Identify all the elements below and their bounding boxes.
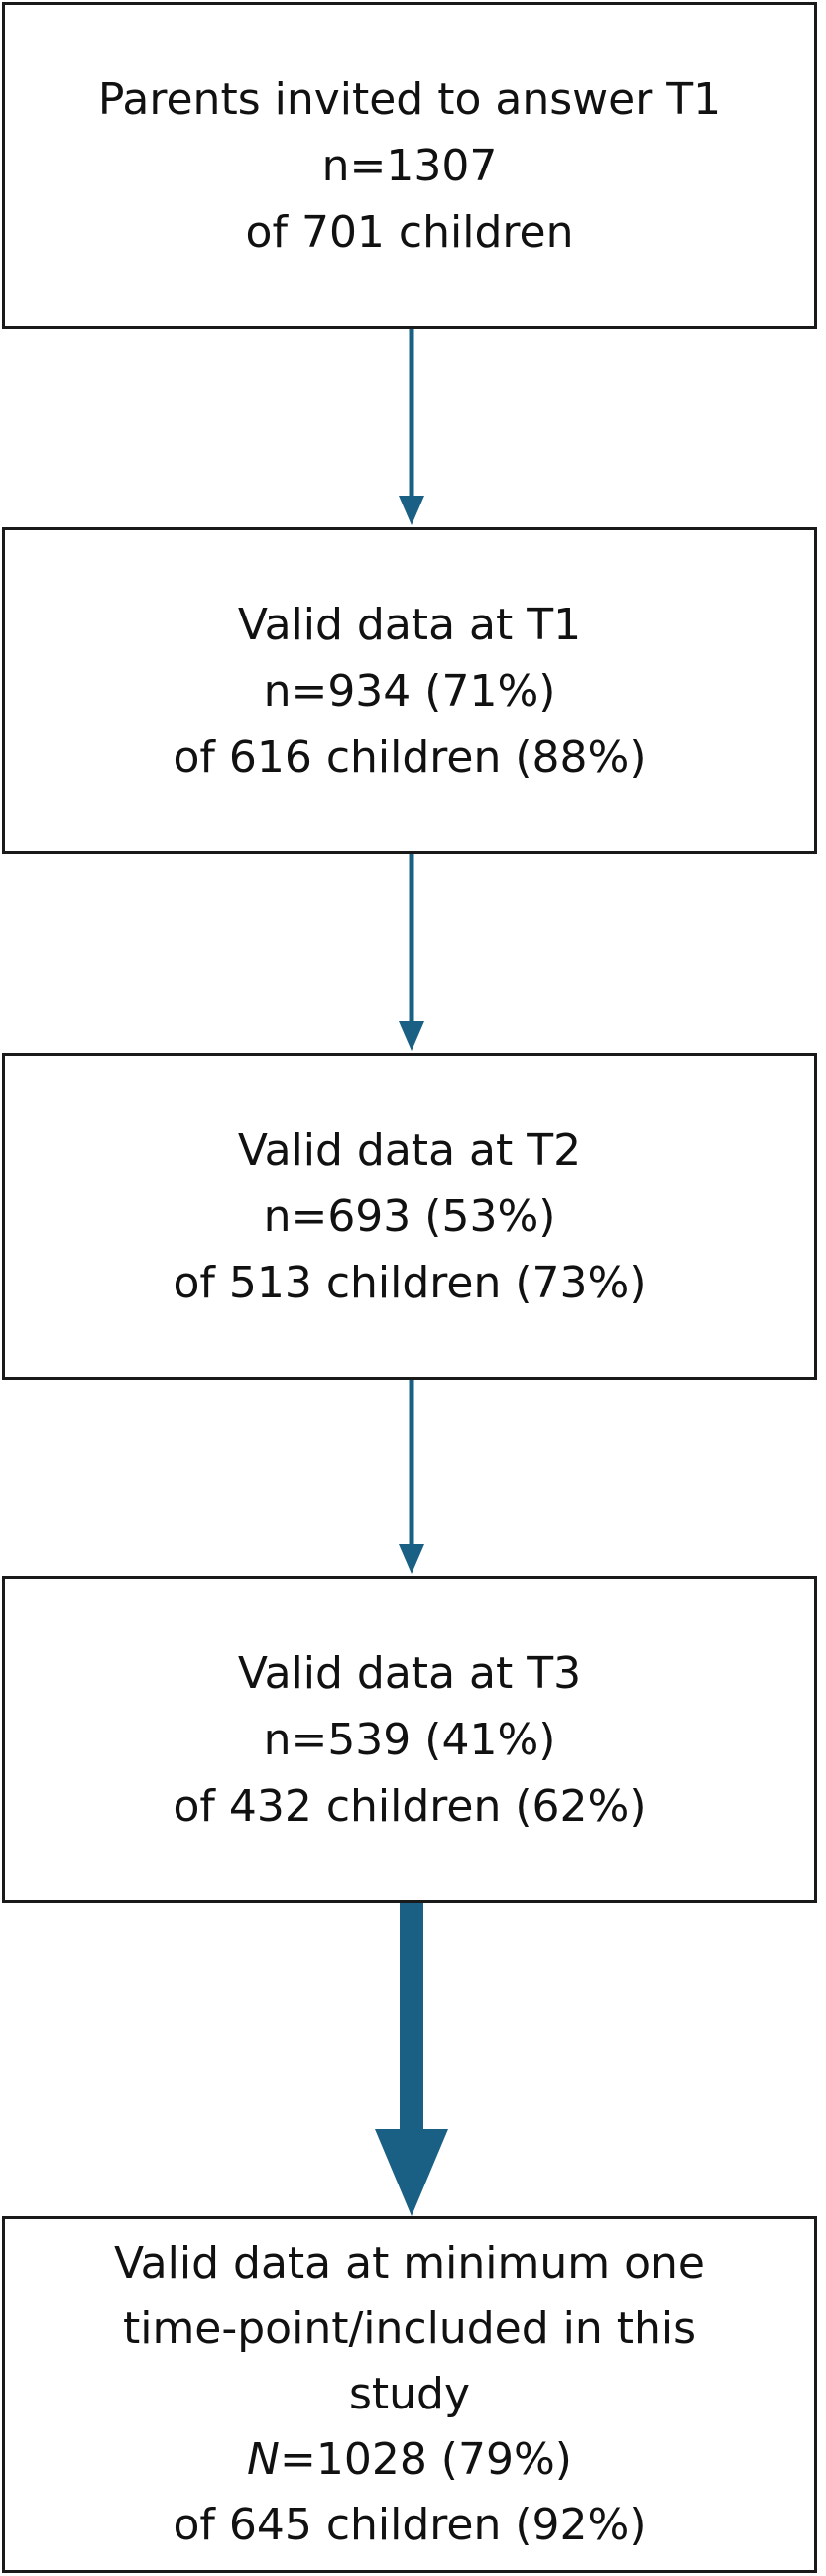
box-line: of 645 children (92%) [173, 2500, 647, 2550]
arrow-1-to-2 [399, 329, 424, 525]
box-line: time-point/included in this [122, 2303, 697, 2354]
n-symbol: N [247, 2434, 280, 2485]
box-line: Parents invited to answer T1 [97, 73, 722, 125]
box-line: of 432 children (62%) [173, 1780, 647, 1832]
box-line: study [348, 2369, 471, 2419]
total-n-line: N=1028 (79%) [247, 2427, 572, 2493]
box-line: Valid data at minimum one [114, 2238, 705, 2289]
box-line: Valid data at T3 [237, 1647, 582, 1699]
flow-box-valid-t2: Valid data at T2 n=693 (53%) of 513 chil… [2, 1053, 817, 1380]
flow-box-valid-t1: Valid data at T1 n=934 (71%) of 616 chil… [2, 527, 817, 854]
box-line: n=539 (41%) [263, 1714, 556, 1765]
flow-box-parents-invited: Parents invited to answer T1 n=1307 of 7… [2, 2, 817, 329]
arrow-2-to-3 [399, 854, 424, 1051]
box-line: n=693 (53%) [263, 1190, 556, 1242]
box-line: of 513 children (73%) [173, 1257, 647, 1308]
n-value: =1028 (79%) [279, 2434, 572, 2485]
box-line: of 616 children (88%) [173, 731, 647, 783]
flow-box-valid-t3: Valid data at T3 n=539 (41%) of 432 chil… [2, 1576, 817, 1903]
box-line: Valid data at T2 [237, 1124, 582, 1176]
box-line: n=934 (71%) [263, 665, 556, 717]
box-line: n=1307 [321, 140, 498, 191]
arrow-4-to-5-bold [375, 1903, 448, 2216]
box-line: Valid data at T1 [237, 599, 582, 650]
arrow-3-to-4 [399, 1380, 424, 1574]
box-line: of 701 children [245, 206, 574, 258]
flow-box-included-study: Valid data at minimum one time-point/inc… [2, 2216, 817, 2573]
